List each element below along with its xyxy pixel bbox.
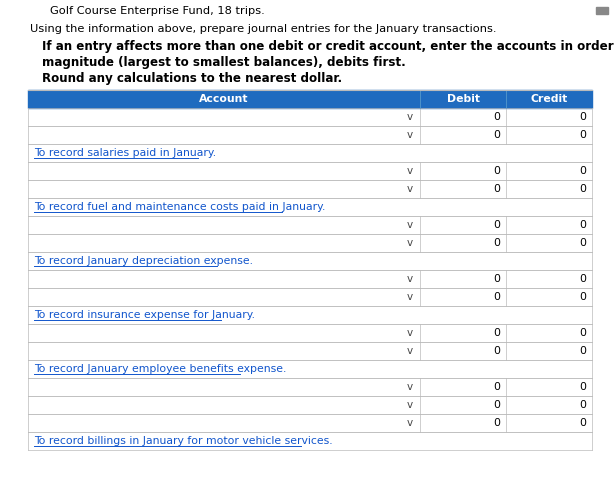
- Text: v: v: [407, 346, 413, 356]
- Bar: [28, 396, 592, 414]
- Bar: [28, 216, 592, 234]
- Text: 0: 0: [579, 328, 586, 338]
- Text: 0: 0: [493, 274, 500, 284]
- Text: v: v: [407, 328, 413, 338]
- Text: 0: 0: [493, 346, 500, 356]
- Text: 0: 0: [493, 112, 500, 122]
- Text: 0: 0: [493, 220, 500, 230]
- Text: 0: 0: [579, 346, 586, 356]
- Text: v: v: [407, 166, 413, 176]
- Bar: [28, 180, 592, 198]
- Text: Round any calculations to the nearest dollar.: Round any calculations to the nearest do…: [42, 72, 342, 85]
- Text: v: v: [407, 400, 413, 410]
- Text: To record January depreciation expense.: To record January depreciation expense.: [34, 256, 253, 266]
- Text: Golf Course Enterprise Fund, 18 trips.: Golf Course Enterprise Fund, 18 trips.: [50, 6, 265, 16]
- Text: 0: 0: [493, 382, 500, 392]
- Text: v: v: [407, 184, 413, 194]
- Text: To record insurance expense for January.: To record insurance expense for January.: [34, 310, 255, 320]
- Text: Using the information above, prepare journal entries for the January transaction: Using the information above, prepare jou…: [30, 24, 496, 34]
- Text: To record salaries paid in January.: To record salaries paid in January.: [34, 148, 216, 158]
- Bar: [28, 252, 592, 270]
- Text: 0: 0: [493, 292, 500, 302]
- Text: 0: 0: [493, 238, 500, 248]
- Text: 0: 0: [579, 274, 586, 284]
- Bar: [28, 378, 592, 396]
- Text: v: v: [407, 274, 413, 284]
- Text: 0: 0: [579, 220, 586, 230]
- Bar: [28, 108, 592, 126]
- Text: Credit: Credit: [530, 94, 567, 104]
- Text: 0: 0: [579, 130, 586, 140]
- Text: v: v: [407, 382, 413, 392]
- Bar: [28, 306, 592, 324]
- Text: v: v: [407, 220, 413, 230]
- Text: 0: 0: [579, 184, 586, 194]
- Text: magnitude (largest to smallest balances), debits first.: magnitude (largest to smallest balances)…: [42, 56, 406, 69]
- Bar: [28, 234, 592, 252]
- Bar: [28, 162, 592, 180]
- Text: 0: 0: [493, 130, 500, 140]
- Bar: [28, 342, 592, 360]
- Bar: [28, 288, 592, 306]
- Text: 0: 0: [493, 328, 500, 338]
- Bar: [28, 360, 592, 378]
- Bar: [28, 90, 592, 108]
- Text: v: v: [407, 238, 413, 248]
- Text: 0: 0: [579, 418, 586, 428]
- Bar: [596, 7, 608, 14]
- Text: To record billings in January for motor vehicle services.: To record billings in January for motor …: [34, 436, 333, 446]
- Bar: [28, 144, 592, 162]
- Text: 0: 0: [579, 112, 586, 122]
- Text: 0: 0: [493, 184, 500, 194]
- Bar: [28, 324, 592, 342]
- Text: 0: 0: [579, 238, 586, 248]
- Text: 0: 0: [579, 292, 586, 302]
- Text: To record January employee benefits expense.: To record January employee benefits expe…: [34, 364, 286, 374]
- Text: Debit: Debit: [447, 94, 479, 104]
- Text: v: v: [407, 292, 413, 302]
- Text: 0: 0: [493, 166, 500, 176]
- Text: v: v: [407, 130, 413, 140]
- Text: To record fuel and maintenance costs paid in January.: To record fuel and maintenance costs pai…: [34, 202, 325, 212]
- Text: 0: 0: [579, 400, 586, 410]
- Text: If an entry affects more than one debit or credit account, enter the accounts in: If an entry affects more than one debit …: [42, 40, 616, 53]
- Bar: [28, 198, 592, 216]
- Text: Account: Account: [199, 94, 249, 104]
- Text: 0: 0: [579, 166, 586, 176]
- Text: v: v: [407, 112, 413, 122]
- Text: v: v: [407, 418, 413, 428]
- Text: 0: 0: [493, 418, 500, 428]
- Bar: [28, 432, 592, 450]
- Bar: [28, 126, 592, 144]
- Bar: [28, 414, 592, 432]
- Text: 0: 0: [493, 400, 500, 410]
- Text: 0: 0: [579, 382, 586, 392]
- Bar: [28, 270, 592, 288]
